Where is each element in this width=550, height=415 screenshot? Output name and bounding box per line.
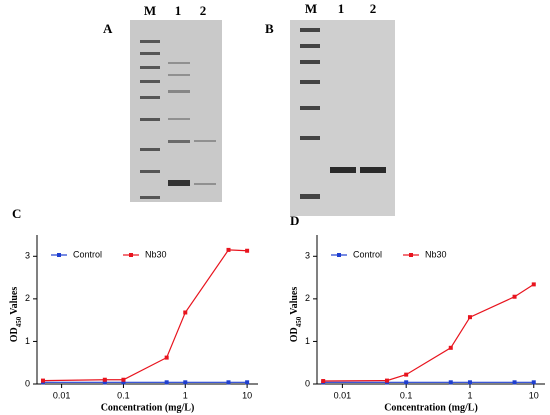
data-point [226,380,231,385]
data-point [102,377,107,382]
data-point [121,380,126,385]
lane-label: 1 [338,1,345,16]
sample-bands [330,167,386,173]
gel-a: A M 1 2 [103,3,222,202]
x-tick-label: 10 [529,390,539,400]
y-axis-label-part: OD [289,327,300,342]
y-tick-label: 2 [305,293,310,303]
panel-label: B [265,21,274,36]
lane-label: 1 [175,3,182,18]
data-point [183,310,188,315]
data-point [404,380,409,385]
data-point [321,379,326,384]
data-point [245,248,250,253]
data-point [448,345,453,350]
data-point [164,380,169,385]
y-tick-label: 1 [25,336,30,346]
data-point [183,380,188,385]
data-point [226,247,231,252]
x-tick-label: 0.01 [53,390,71,400]
lane-label: 2 [200,3,207,18]
series-line [323,283,535,382]
y-tick-label: 0 [25,378,30,388]
y-axis-label-part: 450 [15,316,23,327]
x-tick-label: 1 [467,390,472,400]
gel-image [130,20,222,202]
data-point [404,372,409,377]
y-tick-label: 0 [305,378,310,388]
data-point [121,377,126,382]
series-line [42,249,248,382]
legend-label: Control [73,249,102,259]
x-axis-label: Concentration (mg/L) [384,402,478,413]
lane-label: M [305,1,317,16]
data-point [384,378,389,383]
sample-bands [168,62,216,186]
lane-label: 2 [370,1,377,16]
data-point [467,380,472,385]
legend-label: Nb30 [425,249,447,259]
y-axis-label-part: Values [289,287,300,315]
gel-b: B M 1 2 [265,1,395,216]
x-tick-label: 1 [183,390,188,400]
x-tick-label: 0.01 [334,390,352,400]
panel-label: C [12,206,21,221]
data-point [531,380,536,385]
data-point [164,355,169,360]
lane-label: M [144,3,156,18]
y-tick-label: 1 [305,336,310,346]
x-tick-label: 10 [242,390,252,400]
legend-marker [409,253,413,257]
legend-marker [337,253,341,257]
legend-marker [129,253,133,257]
y-tick-label: 3 [305,251,310,261]
y-tick-label: 2 [25,293,30,303]
y-axis-label: OD450Values [9,287,22,343]
x-axis-label: Concentration (mg/L) [101,402,195,413]
y-axis-label-part: Values [9,287,20,315]
data-point [448,380,453,385]
x-tick-label: 0.1 [400,390,413,400]
x-tick-label: 0.1 [117,390,130,400]
data-point [467,315,472,320]
data-point [531,282,536,287]
legend-marker [57,253,61,257]
y-axis-label-part: 450 [295,316,303,327]
data-point [40,378,45,383]
y-tick-label: 3 [25,251,30,261]
data-point [512,380,517,385]
gel-image [290,20,395,216]
marker-bands [140,40,160,199]
data-point [102,380,107,385]
data-point [512,294,517,299]
panel-label: A [103,21,113,36]
panel-label: D [290,213,299,228]
y-axis-label: OD450Values [289,287,302,343]
y-axis-label-part: OD [9,327,20,342]
legend-label: Nb30 [145,249,167,259]
marker-bands [300,28,320,199]
legend-label: Control [353,249,382,259]
data-point [245,380,250,385]
